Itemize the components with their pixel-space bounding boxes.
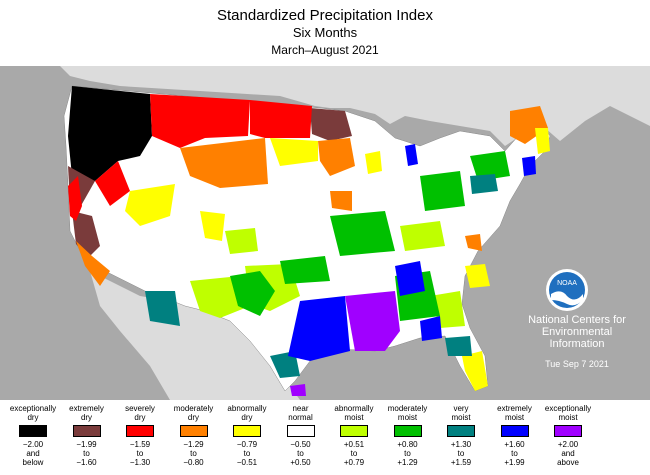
legend-swatch [500, 425, 529, 437]
legend-range: +0.80 to +1.29 [397, 440, 418, 467]
region-nv-abnormal-dry [200, 211, 225, 241]
legend-label: severely dry [125, 404, 155, 422]
credit-line-1: National Centers for [528, 314, 626, 326]
legend-item: exceptionally moist +2.00 and above [538, 402, 598, 467]
legend: exceptionally dry −2.00 and below extremel… [0, 402, 650, 475]
legend-item: extremely dry −1.99 to −1.60 [57, 402, 117, 467]
region-ok-moderate-moist [280, 256, 330, 284]
map-period: March–August 2021 [271, 43, 379, 57]
region-ia-moderate-dry [330, 191, 352, 211]
region-nw-exceptional-dry [68, 86, 152, 181]
legend-swatch [447, 425, 475, 437]
region-az-very-moist [145, 291, 180, 326]
legend-range: −0.50 to +0.50 [290, 440, 311, 467]
region-id-severe-dry [95, 161, 130, 206]
region-mn-moderate-dry [318, 138, 355, 176]
region-ca-severe-dry [68, 176, 82, 221]
legend-label: exceptionally moist [544, 404, 592, 422]
region-oh-moderate-moist [420, 171, 465, 211]
spi-map [0, 66, 650, 400]
credit-line-3: Information [549, 338, 605, 350]
legend-swatch [233, 425, 261, 437]
legend-label: extremely moist [497, 404, 532, 422]
map-title: Standardized Precipitation Index [217, 7, 433, 24]
legend-range: −0.79 to −0.51 [236, 440, 258, 467]
legend-label: abnormally moist [334, 404, 374, 422]
legend-swatch [72, 425, 101, 437]
region-nd-severe-dry [250, 100, 312, 138]
region-tn-extreme-moist [395, 261, 425, 296]
legend-swatch [554, 425, 582, 437]
region-va-moderate-dry [465, 234, 482, 251]
legend-range: +1.30 to +1.59 [450, 440, 472, 467]
legend-swatch [19, 425, 47, 437]
legend-range: −2.00 and below [22, 440, 44, 467]
legend-swatch [179, 425, 208, 437]
region-fl-abnormal-dry [462, 351, 488, 391]
legend-item: extremely moist +1.60 to +1.99 [485, 402, 545, 467]
region-ny-moderate-moist [470, 151, 510, 181]
region-ca-moderate-dry [76, 241, 110, 286]
legend-swatch [393, 425, 422, 437]
legend-label: moderately moist [387, 404, 428, 422]
region-mi-extreme-moist [405, 144, 418, 166]
region-sc-extreme-moist [420, 316, 442, 341]
legend-item: abnormally moist +0.51 to +0.79 [324, 402, 384, 467]
legend-range: −1.29 to −0.80 [183, 440, 204, 467]
region-pa-very-moist [470, 174, 498, 194]
legend-swatch [340, 425, 368, 437]
legend-item: exceptionally dry −2.00 and below [3, 402, 63, 467]
legend-label: near normal [288, 404, 313, 422]
region-tx-very-moist [270, 351, 300, 378]
region-co-abnormal-moist [225, 228, 258, 254]
legend-item: severely dry −1.59 to −1.30 [110, 402, 170, 467]
legend-range: +0.51 to +0.79 [343, 440, 365, 467]
region-mt-severe-dry [150, 94, 250, 148]
region-vt-extreme-moist [522, 156, 536, 176]
mexico-land [90, 271, 300, 400]
noaa-logo: NOAA [546, 269, 588, 311]
region-me-abnormal-dry [535, 128, 550, 154]
legend-range: −1.59 to −1.30 [129, 440, 151, 467]
legend-label: extremely dry [69, 404, 104, 422]
legend-item: near normal −0.50 to +0.50 [271, 402, 331, 467]
region-ar-moderate-moist [330, 211, 395, 256]
region-la-extreme-moist [288, 296, 350, 361]
legend-label: very moist [451, 404, 471, 422]
region-ky-abnormal-moist [400, 221, 445, 251]
legend-label: exceptionally dry [9, 404, 57, 422]
legend-range: +2.00 and above [557, 440, 579, 467]
region-wy-abnormal-dry [125, 184, 175, 226]
credit-date: Tue Sep 7 2021 [545, 359, 609, 369]
legend-item: abnormally dry −0.79 to −0.51 [217, 402, 277, 467]
legend-item: moderately moist +0.80 to +1.29 [378, 402, 438, 467]
legend-item: moderately dry −1.29 to −0.80 [164, 402, 224, 467]
region-mn-extreme-dry [310, 108, 352, 141]
legend-swatch [286, 425, 315, 437]
legend-label: moderately dry [173, 404, 214, 422]
region-tx-moderate-moist [230, 271, 275, 316]
legend-swatch [126, 425, 154, 437]
credit-line-2: Environmental [541, 326, 613, 338]
noaa-logo-text: NOAA [557, 280, 577, 287]
legend-item: very moist +1.30 to +1.59 [431, 402, 491, 467]
region-fl-very-moist [445, 336, 472, 356]
map-subtitle: Six Months [292, 25, 358, 40]
region-tx-exceptional-moist [290, 384, 306, 396]
region-nc-abnormal-dry [465, 264, 490, 288]
legend-range: +1.60 to +1.99 [504, 440, 525, 467]
canada-land [60, 66, 650, 146]
legend-range: −1.99 to −1.60 [76, 440, 97, 467]
region-wi-abnormal-dry [365, 151, 382, 174]
legend-label: abnormally dry [227, 404, 267, 422]
region-ms-exceptional-moist [345, 291, 400, 351]
region-nd-abnormal-dry [270, 138, 318, 166]
region-plains-moderate-dry [180, 138, 268, 188]
